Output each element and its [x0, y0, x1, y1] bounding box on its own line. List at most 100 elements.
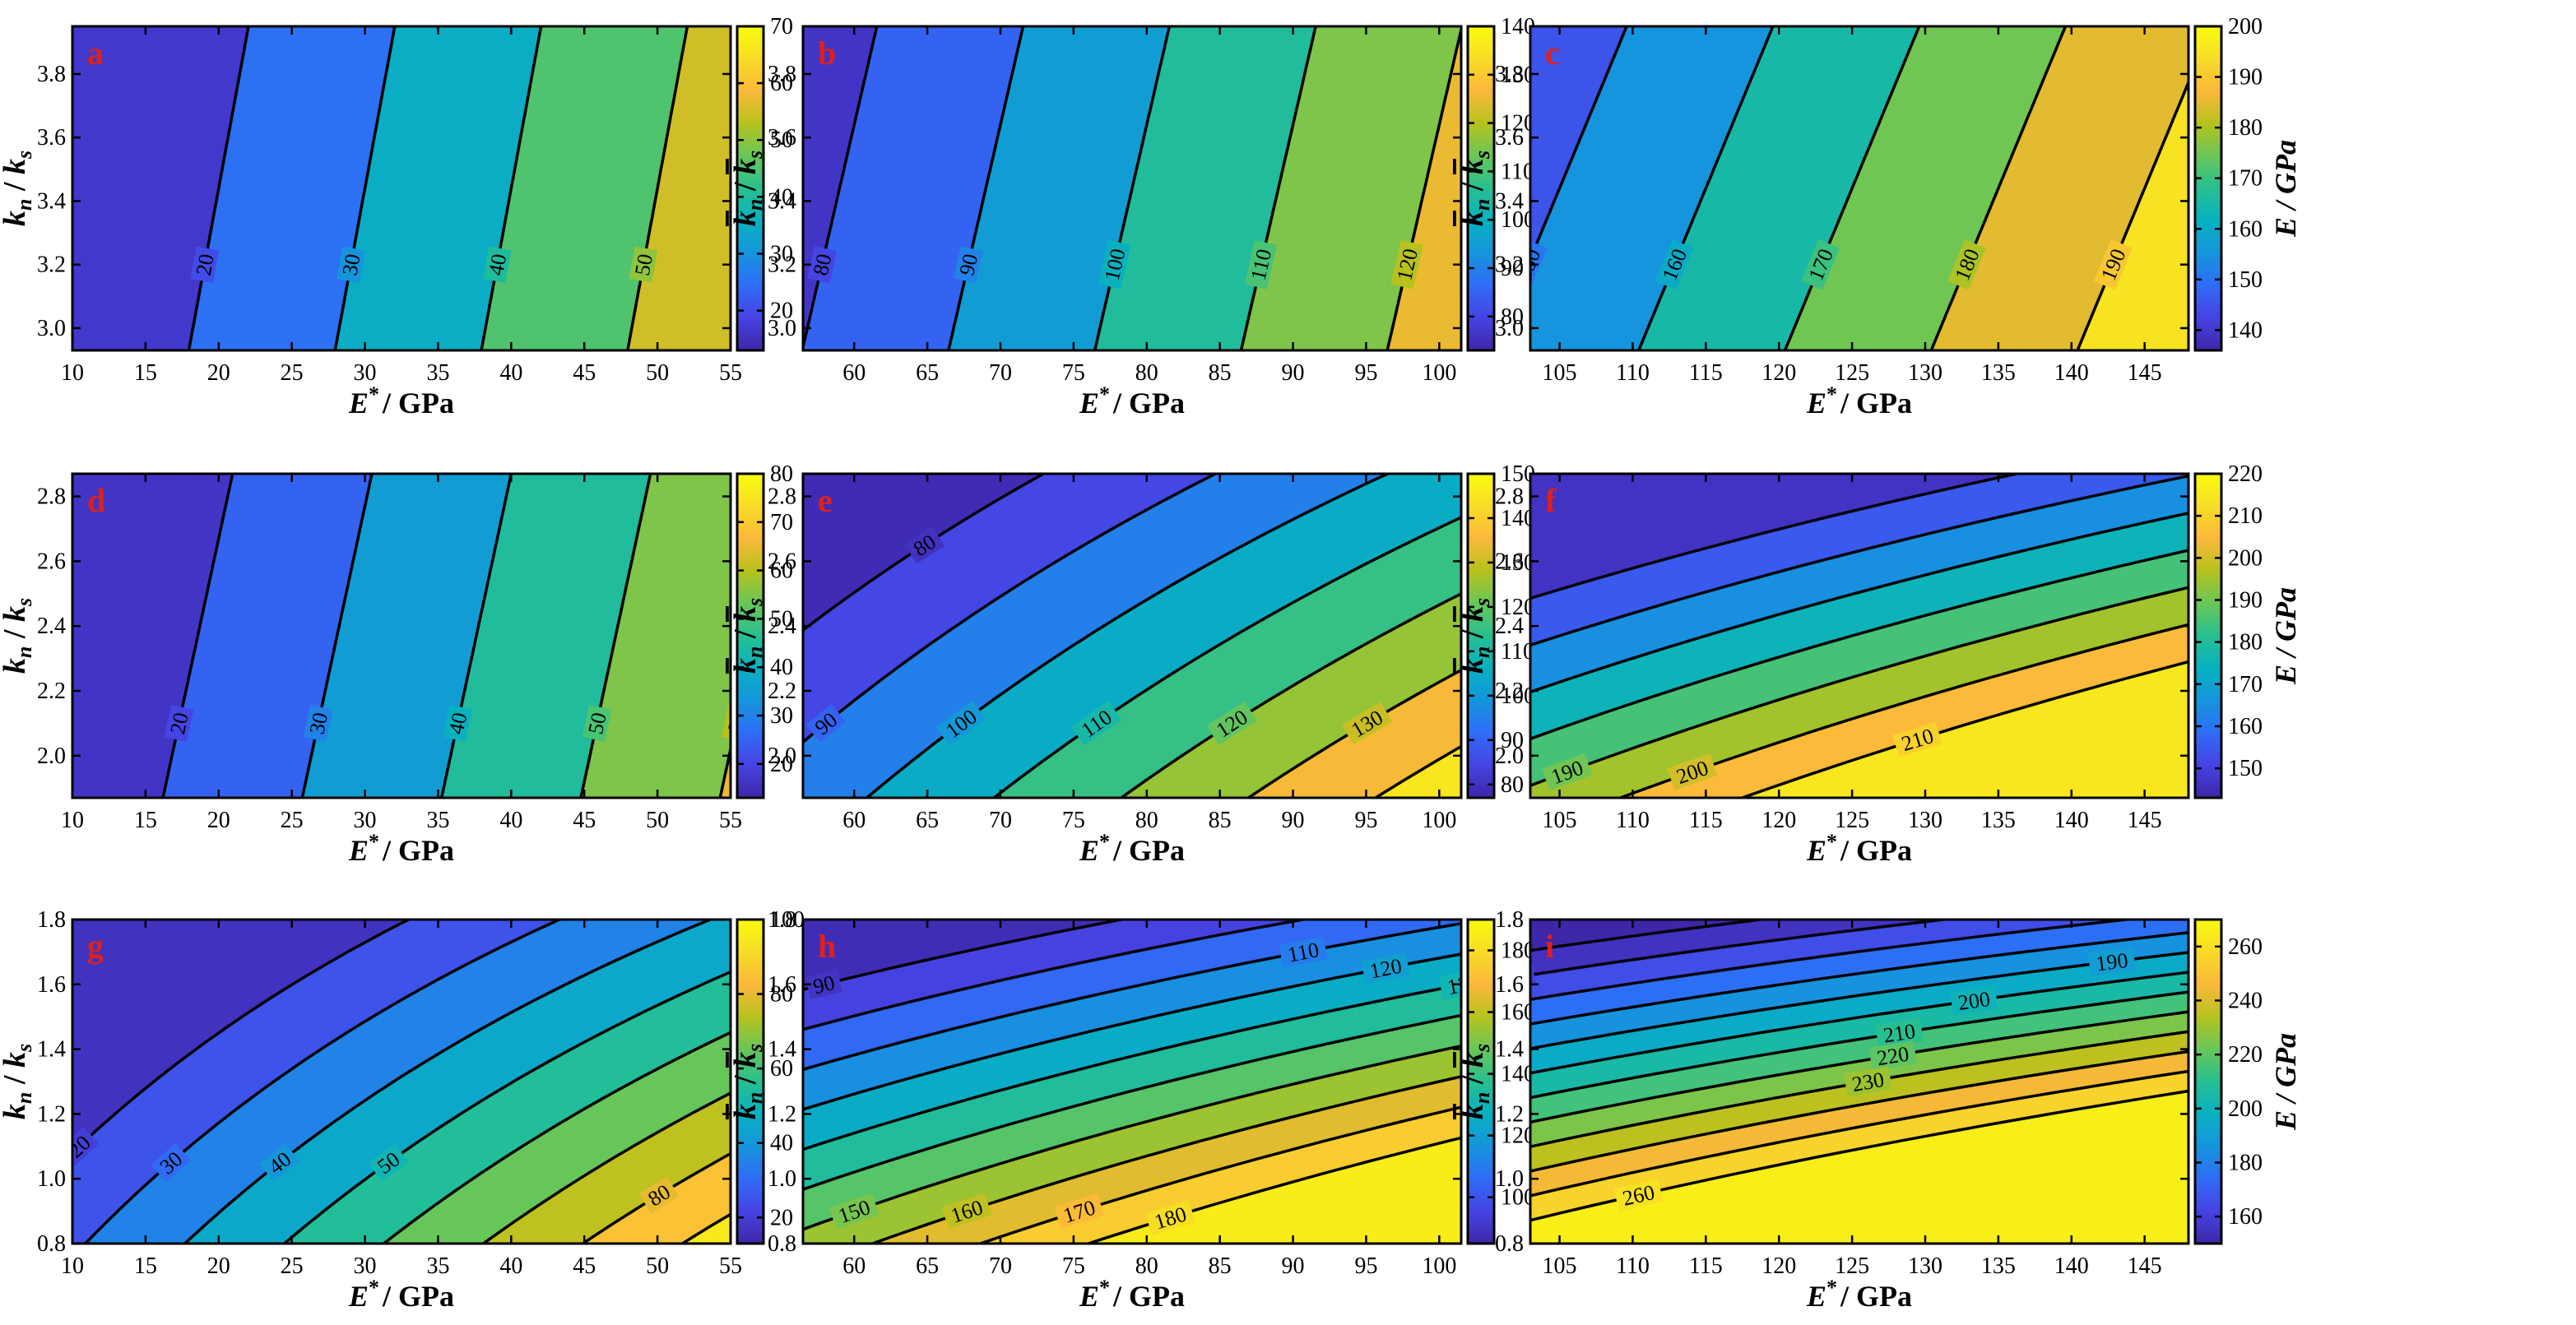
- panel-f: 1501601701801902001902002101051101151201…: [1455, 461, 2302, 867]
- x-tick-label: 145: [2128, 808, 2162, 833]
- x-tick-label: 135: [1981, 1253, 2016, 1279]
- colorbar-tick-label: 150: [2228, 267, 2263, 293]
- x-axis-label: E* / GPa: [1079, 1276, 1185, 1313]
- contour-line: [803, 474, 1045, 632]
- contour-label: 90: [954, 252, 982, 278]
- y-tick-label: 2.6: [1495, 549, 1524, 574]
- contour-label: 80: [809, 252, 837, 278]
- y-tick-label: 1.8: [37, 907, 66, 933]
- y-axis-label: kn / ks: [0, 151, 36, 226]
- contour-band: [1241, 26, 1461, 350]
- contour-fill: 9010011012013014015011012013014015016017…: [803, 920, 1461, 1244]
- y-tick-label: 3.0: [768, 316, 796, 341]
- contour-band: [872, 1076, 1461, 1244]
- colorbar-tick-label: 100: [770, 907, 805, 933]
- contour-label: 40: [444, 711, 472, 737]
- y-tick-label: 2.2: [768, 679, 796, 704]
- x-tick-label: 140: [2054, 360, 2089, 386]
- x-tick-label: 145: [2128, 360, 2162, 386]
- plot-frame: [1529, 25, 2190, 352]
- colorbar-tick-label: 110: [1501, 159, 1534, 184]
- contour-line: [1385, 26, 1461, 350]
- contour-line: [1530, 931, 2188, 1026]
- contour-label: 30: [304, 711, 332, 737]
- colorbar-tick-label: 220: [2228, 461, 2263, 487]
- y-tick-label: 1.2: [1495, 1101, 1524, 1127]
- y-tick-label: 3.2: [37, 252, 66, 278]
- panel-h: 9010011012013014015011012013014015016017…: [728, 907, 1575, 1313]
- contour-band: [1530, 920, 2127, 1000]
- panel-letter: b: [818, 35, 836, 72]
- x-tick-label: 30: [354, 1253, 377, 1279]
- x-tick-label: 80: [1135, 1253, 1158, 1279]
- y-axis-label-text: kn / ks: [0, 598, 36, 674]
- x-axis-label: E* / GPa: [348, 382, 454, 419]
- contour-band: [1742, 661, 2188, 798]
- colorbar-gradient: [1466, 918, 1496, 1245]
- x-tick-label: 140: [2054, 1253, 2089, 1279]
- contour-band: [803, 1045, 1461, 1244]
- contour-line: [803, 474, 1217, 744]
- contour-line: [1530, 920, 2127, 1002]
- x-tick-label: 35: [426, 808, 449, 833]
- y-axis-label-text: kn / ks: [728, 1044, 767, 1119]
- x-tick-label: 115: [1689, 1253, 1723, 1279]
- plot-frame: [801, 472, 1463, 799]
- x-axis-label: E* / GPa: [348, 1276, 454, 1313]
- x-tick-label: 80: [1135, 808, 1158, 833]
- contour-line: [1530, 990, 2188, 1100]
- colorbar-gradient: [1466, 25, 1496, 352]
- contour-label: 50: [630, 252, 657, 277]
- contour-label: 200: [1956, 987, 1992, 1015]
- colorbar-tick-label: 190: [2228, 65, 2263, 90]
- y-tick-label: 0.8: [37, 1231, 66, 1257]
- contour-line: [480, 26, 543, 350]
- y-tick-label: 3.4: [768, 188, 796, 214]
- contour-band: [803, 474, 1044, 631]
- x-axis-label: E* / GPa: [1806, 830, 1912, 867]
- x-tick-label: 30: [354, 360, 377, 386]
- contour-line: [1088, 1136, 1461, 1244]
- contour-line: [1530, 1069, 2188, 1198]
- colorbar-tick-label: 20: [770, 299, 793, 324]
- colorbar-tick-label: 90: [1501, 256, 1524, 281]
- y-tick-label: 3.4: [1495, 188, 1524, 214]
- colorbar-tick-label: 70: [770, 14, 793, 39]
- x-tick-label: 50: [646, 360, 669, 386]
- colorbar-tick-label: 110: [1501, 639, 1534, 665]
- colorbar-tick-label: 50: [770, 127, 793, 153]
- x-tick-label: 95: [1354, 808, 1377, 833]
- contour-band: [72, 26, 248, 350]
- contour-line: [1929, 26, 2068, 350]
- x-tick-label: 85: [1209, 360, 1232, 386]
- colorbar-tick-label: 60: [770, 1056, 793, 1082]
- x-tick-label: 130: [1908, 360, 1942, 386]
- y-tick-label: 2.8: [1495, 484, 1524, 510]
- y-axis-label: kn / ks: [1455, 1044, 1494, 1119]
- contour-line: [333, 26, 397, 350]
- y-tick-label: 3.8: [768, 62, 796, 87]
- y-axis-label-text: kn / ks: [0, 151, 36, 226]
- plot-frame: [71, 25, 732, 352]
- y-axis-label: kn / ks: [0, 598, 36, 674]
- contour-line: [161, 474, 234, 798]
- contour-line: [1093, 26, 1172, 350]
- contour-band: [803, 954, 1461, 1150]
- x-tick-label: 130: [1908, 1253, 1942, 1279]
- contour-label: 190: [2095, 948, 2129, 976]
- panel-letter: f: [1545, 482, 1557, 519]
- contour-line: [1120, 592, 1461, 798]
- x-tick-label: 20: [207, 360, 230, 386]
- colorbar: 140 150 160 170 180 190 200 E / GPa: [2193, 14, 2302, 352]
- contour-band: [72, 920, 409, 1153]
- contour-band: [483, 1092, 731, 1244]
- contour-line: [1619, 623, 2188, 798]
- x-tick-label: 80: [1135, 360, 1158, 386]
- x-tick-label: 85: [1209, 808, 1232, 833]
- contour-band: [1530, 474, 2017, 599]
- y-tick-label: 1.4: [1495, 1037, 1524, 1063]
- x-tick-label: 15: [134, 808, 157, 833]
